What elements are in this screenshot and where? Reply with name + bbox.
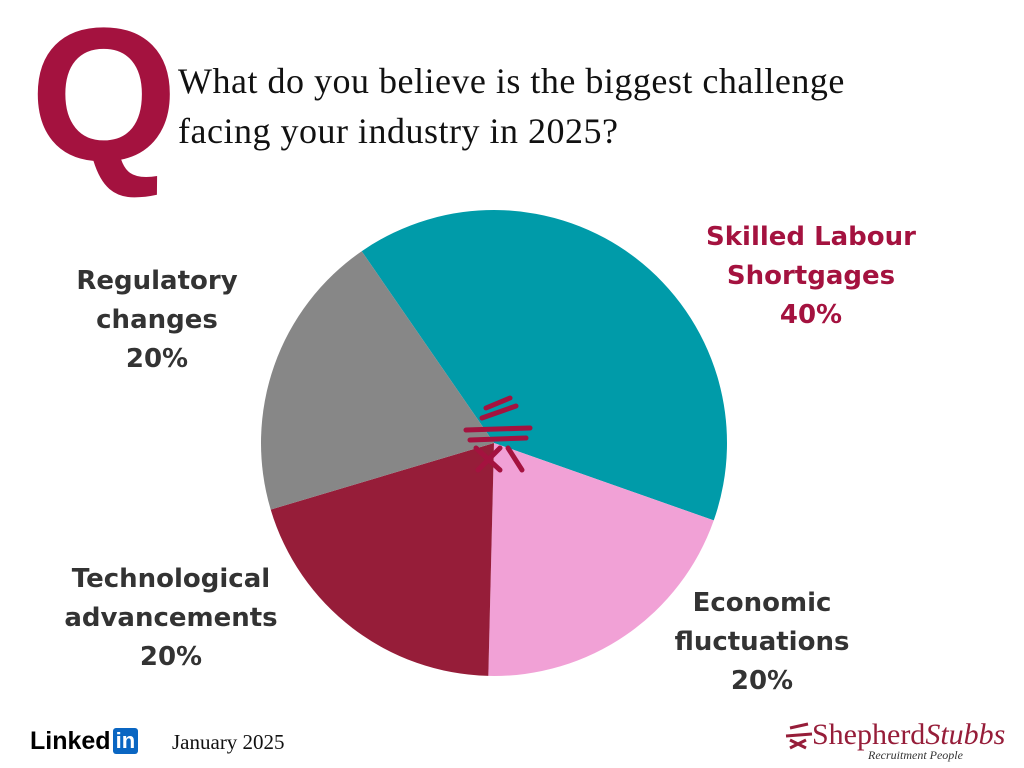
slice [261, 251, 494, 510]
chart-title: What do you believe is the biggest chall… [178, 61, 845, 151]
linkedin-text: Linked [30, 727, 111, 755]
value-label: 20% [730, 666, 794, 696]
slice-label: Skilled Labour Shortgages 40% [696, 218, 926, 335]
category-label: Skilled Labour Shortgages [706, 222, 916, 291]
slice-label: Technological advancements 20% [56, 560, 286, 677]
slice-label: Economic fluctuations 20% [662, 584, 862, 701]
linkedin-badge: in [112, 728, 139, 754]
category-label: Economic fluctuations [674, 588, 850, 657]
slice [361, 210, 727, 521]
brand-first: Shepherd [812, 718, 926, 751]
value-label: 20% [125, 344, 189, 374]
brand: ShepherdStubbs [812, 718, 1005, 752]
value-label: 20% [139, 642, 203, 672]
pie [261, 210, 727, 676]
category-label: Regulatory changes [76, 266, 238, 335]
category-label: Technological advancements [64, 564, 278, 633]
slice [270, 443, 494, 676]
brand-second: Stubbs [925, 718, 1006, 751]
date: January 2025 [172, 730, 285, 754]
question-badge: Q [30, 0, 178, 201]
slice [488, 443, 714, 676]
value-label: 40% [779, 300, 843, 330]
brand-logo [785, 722, 813, 750]
center-logo [463, 395, 533, 473]
brand-tagline: Recruitment People [868, 748, 963, 762]
slice-label: Regulatory changes 20% [72, 262, 242, 379]
linkedin-logo: Linked in [30, 726, 139, 756]
